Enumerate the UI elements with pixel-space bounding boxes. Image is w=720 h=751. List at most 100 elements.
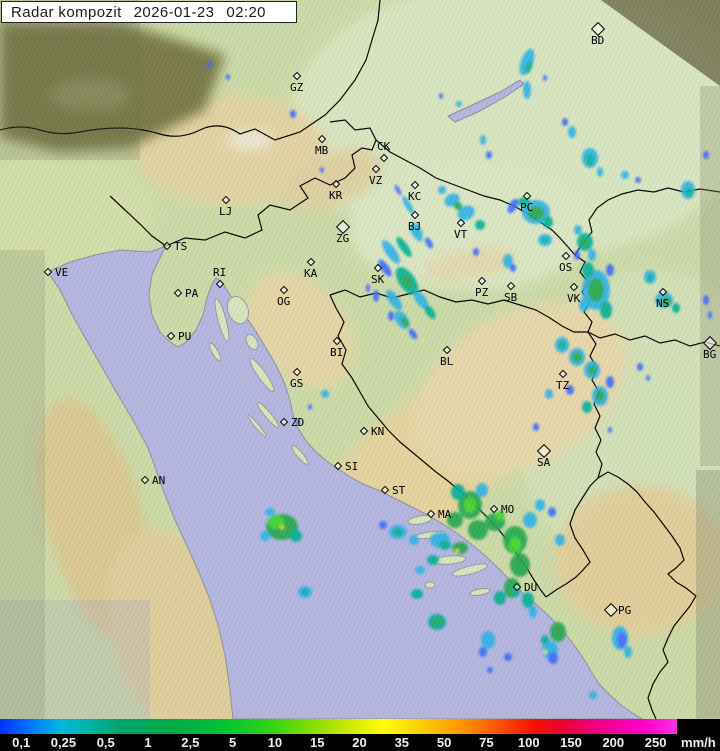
precipitation-cell [464,497,476,513]
precipitation-cell [588,249,596,261]
precipitation-cell [438,186,446,194]
precipitation-cell [457,205,475,221]
city-label-lj: LJ [219,205,233,218]
legend-colorbar [0,719,677,734]
precipitation-cell [562,118,568,126]
city-label-pz: PZ [475,286,489,299]
precipitation-cell [381,240,401,264]
city-label-vk: VK [567,292,581,305]
precipitation-cell [646,375,650,381]
precipitation-cell [393,528,403,536]
precipitation-cell [624,646,632,658]
precipitation-cell [486,151,492,159]
precipitation-cell [637,363,643,371]
city-label-ri: RI [213,266,227,279]
precipitation-cell [525,60,533,74]
precipitation-cell [582,262,594,278]
radar-range-shading [0,0,720,719]
legend-unit: mm/h [681,735,716,750]
precipitation-cell [596,390,604,402]
legend-value: 100 [517,735,540,750]
precipitation-cell [479,647,487,657]
city-label-ck: CK [377,140,391,153]
precipitation-cell [409,535,419,545]
precipitation-cell [394,184,402,196]
city-label-an: AN [152,474,166,487]
precipitation-cell [588,365,596,375]
legend-value: 35 [394,735,410,750]
precipitation-cell [424,305,436,319]
city-label-vt: VT [454,228,468,241]
precipitation-cell [568,126,576,138]
precipitation-cell [475,220,485,230]
city-label-zg: ZG [336,232,350,245]
radar-map: BD GZ MB CK VZ KR KC LJ PC BJ VT ZG TS VE RI OS KA SK PA PZ… [0,0,720,719]
city-label-ns: NS [656,297,670,310]
precipitation-cell [373,290,379,302]
precipitation-cell [608,427,612,433]
precipitation-cell [385,289,403,311]
precipitation-cell [703,295,709,305]
precipitation-cell [481,631,495,649]
precipitation-cell [708,311,712,319]
precipitation-cell [447,512,463,528]
city-label-zd: ZD [291,416,305,429]
precipitation-cell [555,534,565,546]
precipitation-cell [589,691,597,699]
map-time: 02:20 [226,3,266,21]
city-label-kn: KN [371,425,385,438]
precipitation-cell [290,110,296,118]
city-label-sa: SA [537,456,551,469]
precipitation-cell [402,196,414,214]
precipitation-cell [473,248,479,256]
lake-balaton [447,79,525,123]
precipitation-cell [703,151,709,159]
precipitation-cell [280,525,284,529]
precipitation-cell [495,511,505,521]
precipitation-cell [597,167,603,177]
precipitation-cell [396,236,412,258]
intensity-legend: 0,1 0,25 0,5 1 2,5 5 10 15 20 35 50 75 100 150 200 250 m… [0,719,720,751]
precipitation-cell [523,512,537,528]
precipitation-cell [425,237,433,249]
precipitation-cell [548,652,558,664]
precipitation-cell [550,622,566,642]
precipitation-cell [510,553,530,577]
precipitation-cell [582,401,592,413]
precipitation-cell [401,274,413,288]
precipitation-cell [572,352,582,362]
precipitation-cell [543,650,547,654]
precipitation-cell [661,297,671,307]
country-borders [0,0,720,719]
legend-value: 15 [309,735,325,750]
precipitation-cell [439,93,443,99]
legend-value: 2,5 [181,735,200,750]
legend-value: 0,25 [50,735,77,750]
precipitation-cell [409,224,423,242]
city-label-vz: VZ [369,174,383,187]
legend-value: 50 [436,735,452,750]
precipitation-cell [579,298,589,312]
precipitation-cell [581,237,589,247]
precipitation-cell [301,589,309,595]
city-label-ma: MA [438,508,452,521]
mountains [38,95,720,719]
city-label-bj: BJ [408,220,422,233]
precipitation-cell [206,61,212,67]
precipitation-cell [566,385,574,395]
city-label-og: OG [277,295,291,308]
precipitation-cell [510,264,516,272]
city-label-si: SI [345,460,359,473]
precipitation-cell [529,606,537,618]
precipitation-cell [672,303,680,313]
legend-value: 5 [229,735,237,750]
precipitation-cell [308,404,312,410]
city-label-pg: PG [618,604,632,617]
precipitation-cell [415,566,425,574]
precipitation-cell [411,589,423,599]
precipitation-cell [621,171,629,179]
city-label-pc: PC [520,201,534,214]
precipitation-cell [439,540,451,550]
precipitation-cell [545,389,553,399]
precipitation-cell [366,284,370,292]
